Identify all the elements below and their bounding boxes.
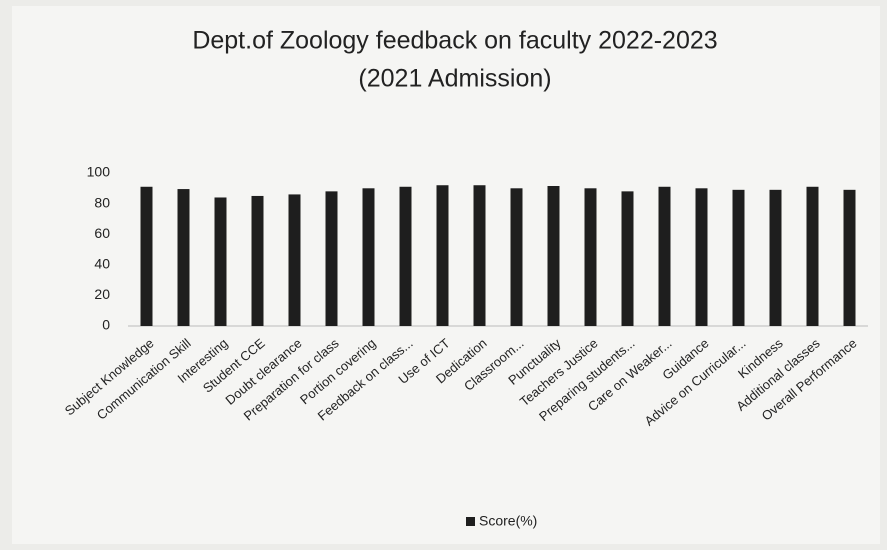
chart-title: Dept.of Zoology feedback on faculty 2022… bbox=[192, 27, 717, 55]
bar bbox=[843, 189, 856, 326]
bar bbox=[658, 186, 671, 326]
bar bbox=[769, 189, 782, 326]
bar bbox=[288, 194, 301, 326]
y-tick-label: 60 bbox=[94, 225, 110, 241]
bar bbox=[325, 191, 338, 326]
bar bbox=[399, 186, 412, 326]
bar bbox=[140, 186, 153, 326]
bar bbox=[362, 188, 375, 326]
bar bbox=[732, 189, 745, 326]
bar bbox=[695, 188, 708, 326]
bar bbox=[510, 188, 523, 326]
bar bbox=[214, 197, 227, 326]
bar bbox=[251, 195, 264, 326]
chart-subtitle: (2021 Admission) bbox=[358, 65, 551, 93]
y-tick-label: 40 bbox=[94, 256, 110, 272]
bar bbox=[547, 186, 560, 326]
bar bbox=[177, 189, 190, 326]
y-tick-label: 100 bbox=[87, 164, 111, 180]
bar bbox=[436, 185, 449, 326]
y-tick-label: 20 bbox=[94, 286, 110, 302]
bar bbox=[621, 191, 634, 326]
bar bbox=[806, 186, 819, 326]
bar bbox=[584, 188, 597, 326]
legend-swatch bbox=[466, 517, 475, 526]
legend-label: Score(%) bbox=[479, 513, 537, 529]
bar bbox=[473, 185, 486, 326]
y-tick-label: 0 bbox=[102, 317, 110, 333]
y-tick-label: 80 bbox=[94, 194, 110, 210]
